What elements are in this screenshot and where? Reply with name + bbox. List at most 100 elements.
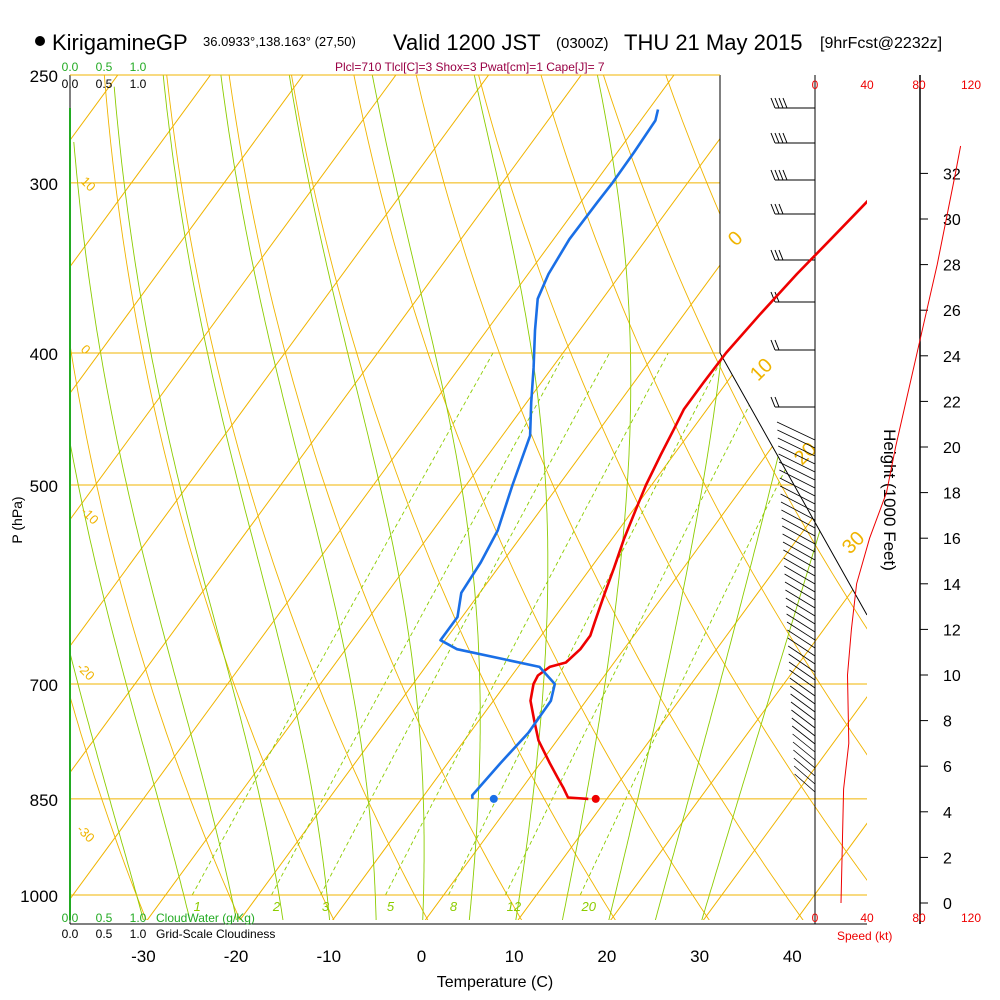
header: KirigamineGP 36.0933°,138.163° (27,50) V… [35, 30, 942, 74]
dry-adiabat-line [353, 75, 710, 920]
dry-adiabat-line [70, 694, 147, 920]
moist-adiabat-line [288, 75, 425, 920]
dry-adiabat-line [103, 75, 335, 920]
wind-barb [786, 621, 816, 641]
cloudwater-tick-label: 1.0 [130, 60, 147, 74]
wind-barb [778, 461, 816, 481]
isotherm-line [70, 75, 582, 774]
moist-adiabat-line [561, 75, 632, 920]
surface-dewpoint-point [489, 794, 498, 803]
cloudwater-tick-label: 0.5 [96, 60, 113, 74]
wind-barb [792, 733, 816, 753]
wind-barb-flag [770, 203, 776, 215]
pressure-tick-label: 700 [30, 676, 58, 695]
height-tick-label: 22 [943, 394, 961, 411]
wind-barb [783, 565, 816, 585]
height-tick-label: 18 [943, 486, 961, 503]
wind-barb [781, 517, 816, 537]
height-tick-label: 20 [943, 440, 961, 457]
mixing-ratio-label: 5 [387, 899, 395, 914]
surface-temperature-point [591, 794, 600, 803]
stability-indices: Plcl=710 Tlcl[C]=3 Shox=3 Pwat[cm]=1 Cap… [335, 60, 605, 74]
wind-barb [791, 709, 816, 729]
dry-adiabat-line [70, 342, 241, 920]
pressure-tick-label: 1000 [20, 887, 58, 906]
isotherm-line [610, 569, 867, 920]
temperature-tick-label: -20 [224, 947, 249, 966]
isotherm-label: 10 [78, 174, 99, 195]
wind-barb [783, 549, 816, 569]
wind-barb [787, 645, 816, 665]
wind-barb [788, 661, 816, 681]
station-location: 36.0933°,138.163° (27,50) [203, 34, 356, 49]
speed-tick-label: 120 [961, 911, 981, 925]
wind-barb [785, 597, 816, 617]
cloudwater-label: CloudWater (g/Kg) [156, 911, 255, 925]
wind-barb [788, 653, 816, 673]
height-axis-title: Height (1000 Feet) [880, 429, 899, 571]
wind-barb [781, 509, 816, 529]
isotherm-line [70, 75, 490, 647]
dry-adiabat-line [415, 75, 804, 920]
isotherm-line [332, 190, 867, 920]
wind-barb-flag [782, 132, 788, 144]
dry-adiabat-line [291, 75, 616, 920]
wind-barb-flag [770, 249, 776, 261]
dry-adiabat-line [602, 75, 867, 630]
wind-barb-flag [778, 249, 784, 261]
isotherm-line [70, 75, 675, 900]
zulu-time: (0300Z) [556, 35, 609, 52]
wind-barb-flag [770, 396, 776, 408]
wind-barb [787, 629, 816, 649]
cloudwater-tick-label: 1.0 [130, 911, 147, 925]
height-tick-label: 4 [943, 805, 952, 822]
moist-adiabat-line [162, 75, 330, 920]
isotherm-line [146, 75, 768, 920]
height-tick-label: 0 [943, 896, 952, 913]
wind-barb-flag [778, 169, 784, 181]
wind-barb [780, 501, 816, 521]
wind-barb [782, 541, 816, 561]
mixing-ratio-line [385, 352, 669, 896]
temperature-tick-label: 20 [597, 947, 616, 966]
cloudiness-tick-label: 0.0 [62, 927, 79, 941]
dry-adiabat-line [540, 75, 867, 756]
wind-barb [778, 453, 816, 473]
height-tick-label: 8 [943, 714, 952, 731]
wind-barb [777, 429, 816, 449]
wind-barb [784, 573, 816, 593]
wind-barb-flag [774, 249, 780, 261]
wind-barb [790, 701, 816, 721]
dry-adiabat-line [166, 75, 429, 920]
isotherm-line [70, 75, 212, 268]
wind-barb [792, 741, 816, 761]
axis-labels: P (hPa) Temperature (C) Height (1000 Fee… [9, 60, 981, 991]
wind-barb-flag [774, 97, 780, 109]
wind-barb [791, 717, 816, 737]
height-tick-label: 24 [943, 349, 961, 366]
moist-adiabat-line [70, 650, 144, 920]
cloudiness-tick-label: 0.5 [96, 927, 113, 941]
wind-barb [778, 445, 816, 465]
mixing-ratio-label: 3 [322, 899, 330, 914]
wind-barb [779, 469, 816, 489]
mixing-ratio-label: 8 [450, 899, 458, 914]
isotherm-line [70, 75, 397, 521]
wind-barb [789, 669, 816, 689]
mixing-ratio-line [271, 352, 566, 896]
wind-barb [780, 485, 816, 505]
height-tick-label: 30 [943, 212, 961, 229]
isotherm-label: -30 [74, 822, 98, 846]
wind-barb-flag [770, 132, 776, 144]
wind-barb [789, 685, 816, 705]
speed-axis-title: Speed (kt) [837, 929, 892, 943]
isotherm-line [70, 75, 304, 394]
wind-barb-flag [770, 339, 776, 351]
cloudiness-tick-label: 1.0 [130, 927, 147, 941]
speed-tick-label: 80 [912, 78, 926, 92]
mixing-ratio-label: 12 [507, 899, 522, 914]
pressure-tick-label: 300 [30, 175, 58, 194]
pressure-tick-label: 850 [30, 791, 58, 810]
